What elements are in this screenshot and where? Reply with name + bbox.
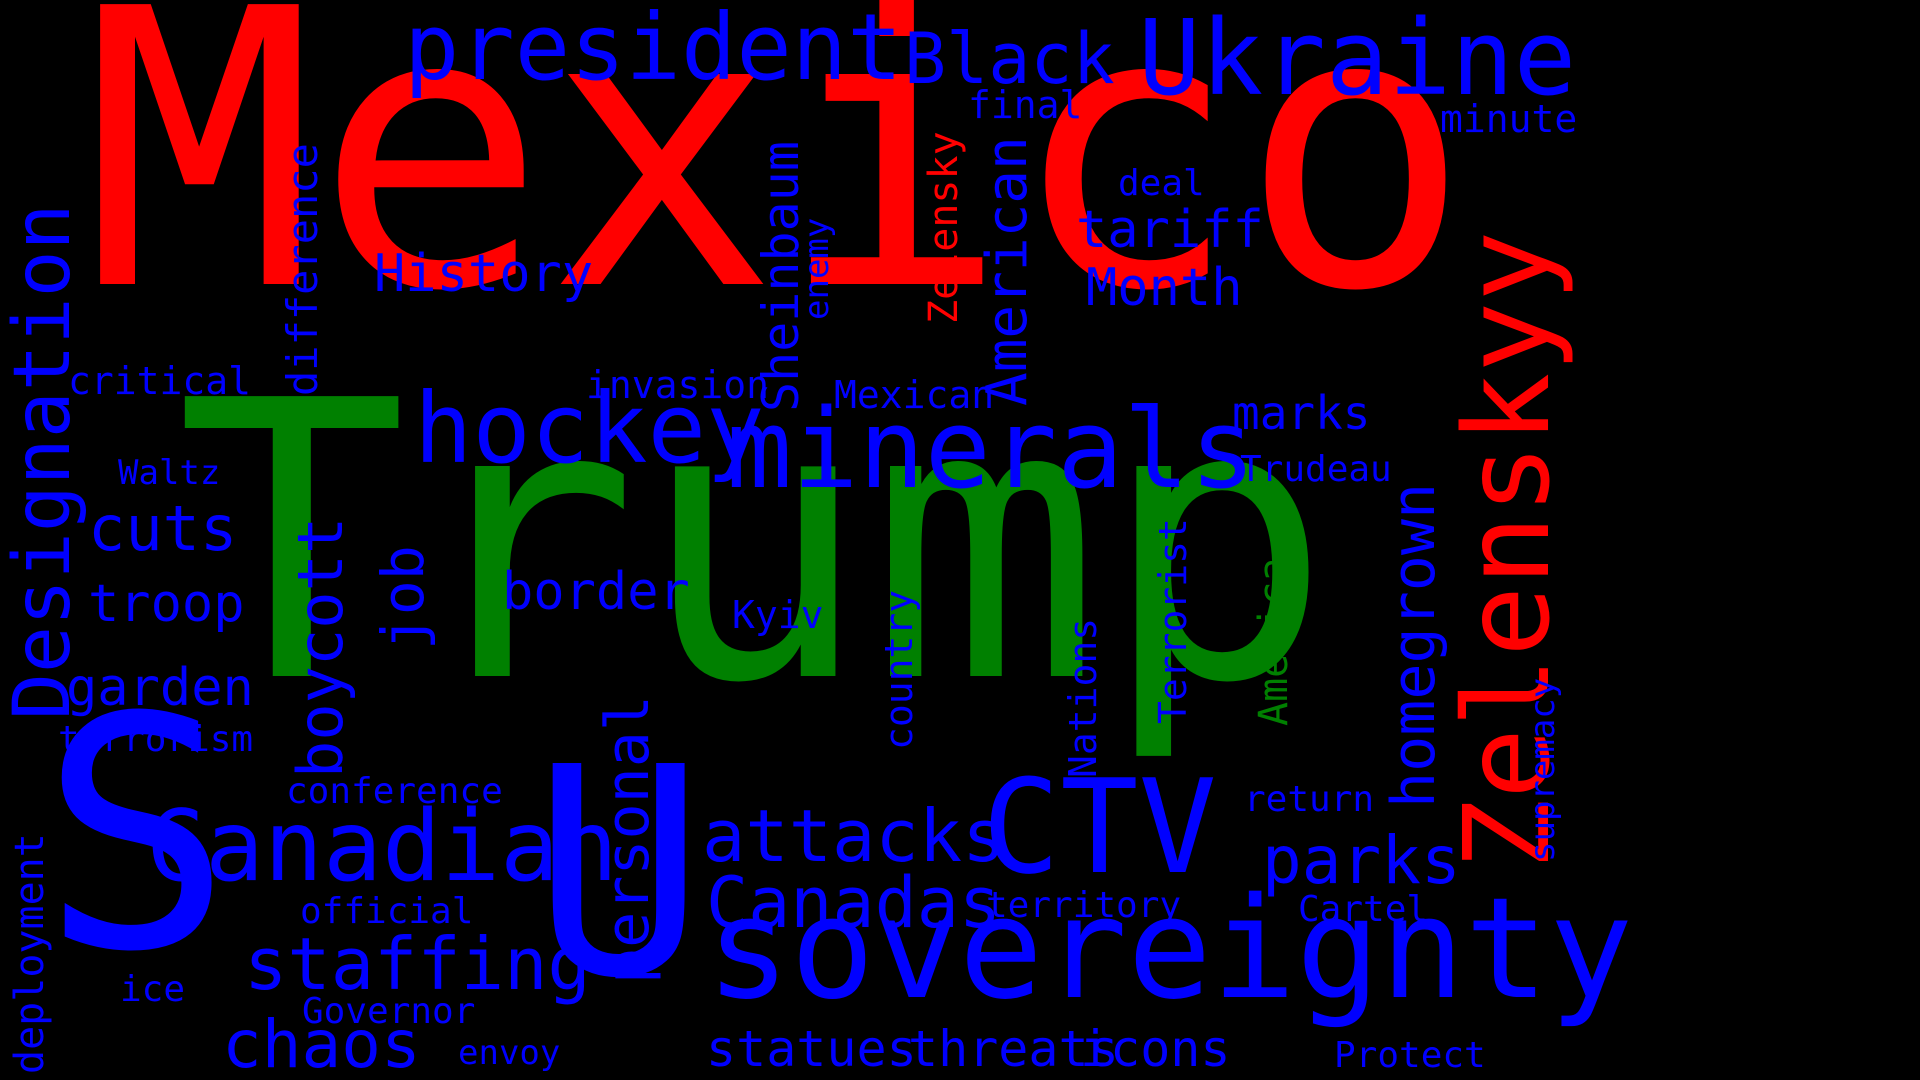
word-statues: statues <box>706 1020 917 1078</box>
word-mexican: Mexican <box>834 373 995 417</box>
word-conference: conference <box>286 771 503 812</box>
word-president: president <box>404 0 903 101</box>
word-sovereignty: sovereignty <box>706 868 1634 1031</box>
word-canadas: Canadas <box>706 862 1002 944</box>
word-threats: threats <box>908 1020 1119 1078</box>
word-trudeau: Trudeau <box>1240 449 1392 490</box>
word-nations: Nations <box>1061 617 1105 778</box>
word-parks: parks <box>1262 822 1461 899</box>
word-terrorism: terrorism <box>58 719 254 760</box>
word-envoy: envoy <box>458 1033 561 1073</box>
word-canadian: Canadian <box>146 790 619 904</box>
word-mexico: Mexico <box>84 0 1472 375</box>
word-u: U <box>532 706 706 1041</box>
word-hockey: hockey <box>414 372 765 485</box>
word-protect: Protect <box>1334 1035 1486 1076</box>
word-cartel: Cartel <box>1298 889 1429 930</box>
word-territory: territory <box>986 885 1182 926</box>
word-america: America <box>1251 557 1297 726</box>
word-staffing: staffing <box>244 922 591 1006</box>
word-american: American <box>975 136 1040 406</box>
word-country: country <box>877 589 921 750</box>
word-return: return <box>1244 779 1375 820</box>
word-invasion: invasion <box>586 363 770 407</box>
word-waltz: Waltz <box>118 453 221 493</box>
word-border: border <box>502 562 690 622</box>
word-kyiv: Kyiv <box>732 593 824 637</box>
word-supremacy: supremacy <box>1523 677 1563 862</box>
word-difference: difference <box>278 143 327 396</box>
word-trump: Trump <box>176 320 1332 767</box>
word-deployment: deployment <box>7 833 53 1074</box>
word-s: S <box>40 650 233 1022</box>
word-garden: garden <box>66 658 254 718</box>
word-critical: critical <box>68 359 252 403</box>
word-ukraine: Ukraine <box>1138 0 1577 119</box>
word-minute: minute <box>1440 97 1578 141</box>
word-history: History <box>374 244 594 304</box>
word-chaos: chaos <box>222 1006 421 1080</box>
word-job: job <box>369 545 437 650</box>
word-month: Month <box>1086 258 1243 318</box>
word-personal: personal <box>593 695 663 984</box>
word-final: final <box>968 83 1083 127</box>
word-enemy: enemy <box>797 217 837 320</box>
word-icons: icons <box>1080 1020 1231 1078</box>
word-ctv: CTV <box>982 751 1217 903</box>
word-attacks: attacks <box>702 794 1006 878</box>
word-boycott: boycott <box>284 516 357 778</box>
word-troop: troop <box>88 574 245 634</box>
word-tariff: tariff <box>1076 200 1264 260</box>
word-black: Black <box>904 18 1115 100</box>
word-terrorist: Terrorist <box>1151 518 1195 724</box>
word-cuts: cuts <box>88 492 238 565</box>
word-designation: Designation <box>0 203 88 720</box>
word-deal: deal <box>1118 163 1205 204</box>
word-official: official <box>300 891 474 932</box>
word-zelensky: Zelensky <box>921 131 967 324</box>
word-ice: ice <box>120 969 186 1010</box>
word-governor: Governor <box>302 991 476 1032</box>
word-minerals: minerals <box>726 385 1256 513</box>
word-marks: marks <box>1232 386 1371 440</box>
word-homegrown: homegrown <box>1379 482 1449 808</box>
